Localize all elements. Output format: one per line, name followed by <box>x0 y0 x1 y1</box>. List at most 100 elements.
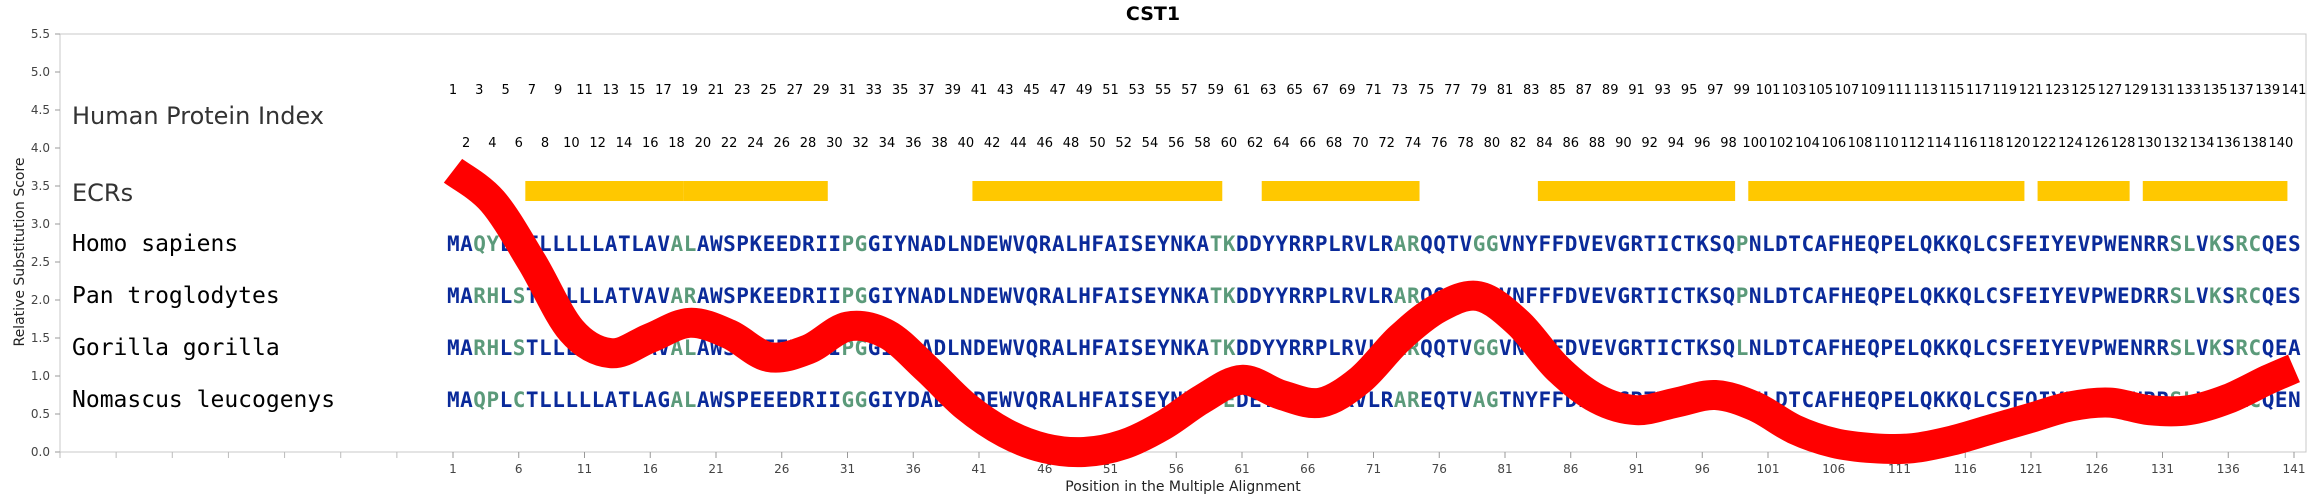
residue: A <box>1815 336 1828 360</box>
residue: M <box>447 284 460 308</box>
x-tick-label: 26 <box>774 462 789 476</box>
residue: L <box>579 284 592 308</box>
ecr-bar <box>1537 181 1736 201</box>
residue: S <box>2288 284 2301 308</box>
hpi-index-odd: 59 <box>1207 83 1224 98</box>
residue: R <box>1302 284 1315 308</box>
residue: Q <box>1920 284 1933 308</box>
residue: K <box>1696 284 1709 308</box>
residue: H <box>1841 388 1854 412</box>
residue: T <box>1788 232 1801 256</box>
hpi-index-odd: 31 <box>839 83 856 98</box>
residue: C <box>513 388 526 412</box>
y-tick-label: 2.0 <box>31 293 50 307</box>
hpi-index-odd: 9 <box>554 83 562 98</box>
residue: F <box>1091 284 1104 308</box>
hpi-index-even: 112 <box>1900 136 1925 151</box>
residue: A <box>920 232 933 256</box>
residue: V <box>1604 284 1617 308</box>
residue: T <box>618 388 631 412</box>
hpi-index-odd: 79 <box>1470 83 1487 98</box>
residue: H <box>1078 336 1091 360</box>
residue: F <box>1828 232 1841 256</box>
residue: V <box>1354 284 1367 308</box>
residue: I <box>815 232 828 256</box>
residue: F <box>1525 284 1538 308</box>
residue: S <box>2222 232 2235 256</box>
residue: E <box>1144 336 1157 360</box>
species-sequence: MAQYLSTLLLLLATLAVALAWSPKEEDRIIPGGIYNADLN… <box>447 232 2301 256</box>
hpi-index-odd: 137 <box>2229 83 2254 98</box>
hpi-index-odd: 97 <box>1707 83 1724 98</box>
residue: F <box>1538 284 1551 308</box>
residue: D <box>1236 284 1249 308</box>
residue: C <box>1986 388 1999 412</box>
residue: R <box>1341 336 1354 360</box>
residue: R <box>1289 232 1302 256</box>
residue: N <box>1749 232 1762 256</box>
residue: F <box>1091 232 1104 256</box>
hpi-index-odd: 103 <box>1782 83 1807 98</box>
residue: R <box>802 388 815 412</box>
residue: G <box>1473 336 1486 360</box>
residue: C <box>1986 284 1999 308</box>
residue: Y <box>486 232 499 256</box>
residue: P <box>1315 284 1328 308</box>
residue: S <box>2170 232 2183 256</box>
residue: H <box>1078 284 1091 308</box>
hpi-index-even: 80 <box>1484 136 1501 151</box>
hpi-index-even: 120 <box>2005 136 2030 151</box>
residue: L <box>565 232 578 256</box>
x-tick-label: 116 <box>1954 462 1977 476</box>
x-tick-label: 41 <box>971 462 986 476</box>
residue: H <box>1078 232 1091 256</box>
hpi-index-even: 48 <box>1063 136 1080 151</box>
hpi-track-label: Human Protein Index <box>72 102 324 130</box>
hpi-index-even: 108 <box>1848 136 1873 151</box>
hpi-index-even: 134 <box>2190 136 2215 151</box>
hpi-index-odd: 69 <box>1339 83 1356 98</box>
residue: R <box>2235 232 2248 256</box>
residue: E <box>986 232 999 256</box>
residue: A <box>460 388 473 412</box>
residue: E <box>763 388 776 412</box>
hpi-index-even: 124 <box>2058 136 2083 151</box>
residue: F <box>2012 284 2025 308</box>
residue: A <box>1052 336 1065 360</box>
residue: N <box>907 232 920 256</box>
residue: L <box>684 336 697 360</box>
residue: Q <box>1959 336 1972 360</box>
residue: L <box>1065 232 1078 256</box>
hpi-index-odd: 95 <box>1681 83 1698 98</box>
residue: V <box>1354 232 1367 256</box>
residue: T <box>1683 284 1696 308</box>
residue: R <box>1341 232 1354 256</box>
residue: S <box>1131 336 1144 360</box>
residue: E <box>2064 284 2077 308</box>
hpi-index-odd: 75 <box>1418 83 1435 98</box>
residue: N <box>907 284 920 308</box>
residue: A <box>671 388 684 412</box>
residue: E <box>2025 284 2038 308</box>
residue: A <box>697 284 710 308</box>
residue: W <box>2104 284 2117 308</box>
residue: I <box>881 232 894 256</box>
residue: A <box>605 388 618 412</box>
hpi-index-odd: 119 <box>1992 83 2017 98</box>
residue: A <box>1197 232 1210 256</box>
residue: C <box>1801 232 1814 256</box>
hpi-index-odd: 101 <box>1756 83 1781 98</box>
hpi-index-even: 118 <box>1979 136 2004 151</box>
hpi-index-even: 42 <box>984 136 1001 151</box>
residue: P <box>486 388 499 412</box>
x-axis-label: Position in the Multiple Alignment <box>1065 479 1301 495</box>
hpi-index-odd: 67 <box>1313 83 1330 98</box>
plot-frame <box>59 33 2307 453</box>
residue: S <box>1131 232 1144 256</box>
hpi-index-even: 24 <box>747 136 764 151</box>
y-tick-label: 4.0 <box>31 141 50 155</box>
hpi-index-even: 16 <box>642 136 659 151</box>
hpi-index-even: 22 <box>721 136 738 151</box>
residue: Q <box>473 388 486 412</box>
species-label: Gorilla gorilla <box>72 335 280 361</box>
